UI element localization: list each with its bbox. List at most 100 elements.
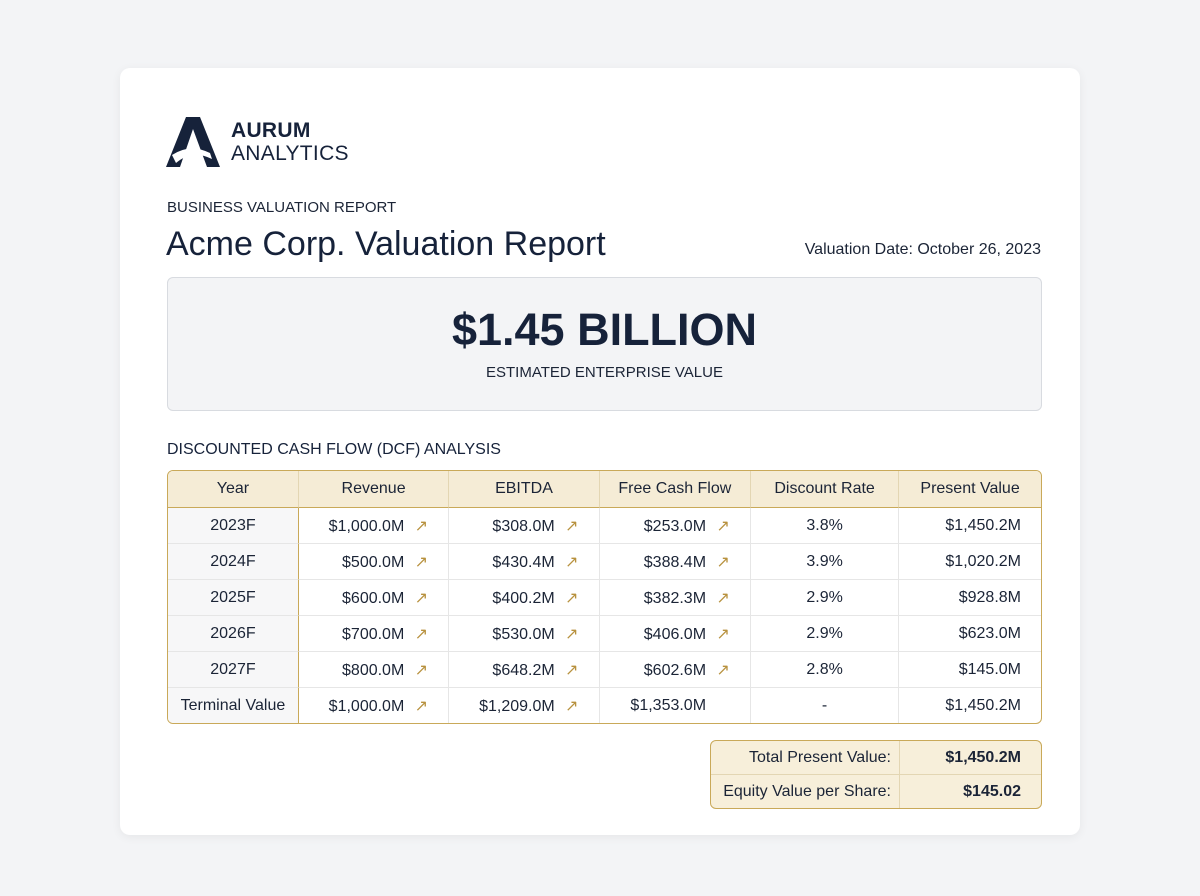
- cell-text: $928.8M: [958, 588, 1021, 606]
- cell-text: 2024F: [210, 552, 256, 570]
- cell-text: 2.9%: [806, 588, 843, 606]
- cell-text: $382.3M: [643, 589, 707, 607]
- cell-text: $648.2M: [492, 661, 555, 679]
- cell-text: $800.0M: [342, 661, 405, 679]
- cell-text: $1,353.0M: [630, 696, 707, 714]
- cell-text: $1,000.0M: [328, 517, 405, 535]
- trend-icon: ↗: [564, 517, 579, 535]
- logo-mark: [166, 117, 220, 167]
- cell-text: $430.4M: [492, 553, 555, 571]
- table-cell: $1,000.0M ↗: [298, 687, 450, 723]
- trend-icon: ↗: [716, 661, 730, 679]
- summary-label: Total Present Value:: [711, 741, 900, 774]
- cell-text: 2.9%: [806, 624, 843, 642]
- table-cell: -: [751, 687, 900, 723]
- value-box: $1.45 BILLION ESTIMATED ENTERPRISE VALUE: [167, 277, 1042, 411]
- cell-text: $530.0M: [492, 625, 555, 643]
- summary-label: Equity Value per Share:: [711, 774, 900, 808]
- cell-text: 2.8%: [806, 660, 843, 678]
- summary-row: Total Present Value: $1,450.2M: [711, 741, 1041, 774]
- trend-icon: ↗: [414, 517, 428, 535]
- cell-text: $500.0M: [342, 553, 405, 571]
- table-cell: 3.9%: [751, 543, 900, 579]
- trend-icon: ↗: [716, 589, 730, 607]
- column-header: Discount Rate: [751, 471, 900, 508]
- cell-text: $600.0M: [342, 589, 405, 607]
- trend-icon: ↗: [414, 661, 428, 679]
- section-title: DISCOUNTED CASH FLOW (DCF) ANALYSIS: [167, 441, 501, 458]
- cell-text: $406.0M: [643, 625, 707, 643]
- report-title: Acme Corp. Valuation Report: [166, 225, 606, 263]
- brand-bottom: ANALYTICS: [231, 142, 349, 165]
- cell-text: $1,450.2M: [945, 696, 1021, 714]
- cell-text: $145.0M: [958, 660, 1021, 678]
- trend-icon: ↗: [564, 625, 579, 643]
- enterprise-value-label: ESTIMATED ENTERPRISE VALUE: [486, 364, 723, 381]
- table-cell: $400.2M ↗: [449, 579, 600, 615]
- table-cell: Terminal Value: [168, 687, 299, 723]
- table-cell: $800.0M ↗: [298, 651, 450, 687]
- brand-top: AURUM: [231, 119, 311, 142]
- trend-icon: ↗: [564, 553, 579, 571]
- table-cell: $388.4M ↗: [599, 543, 752, 579]
- cell-text: $700.0M: [342, 625, 405, 643]
- cell-text: $1,209.0M: [479, 697, 555, 715]
- trend-icon: ↗: [716, 517, 730, 535]
- cell-text: $623.0M: [958, 624, 1021, 642]
- table-cell: $602.6M ↗: [599, 651, 752, 687]
- cell-text: $253.0M: [643, 517, 707, 535]
- table-cell: $600.0M ↗: [298, 579, 450, 615]
- table-cell: $1,353.0M: [599, 687, 752, 723]
- cell-text: -: [821, 696, 828, 714]
- cell-text: $388.4M: [643, 553, 707, 571]
- table-cell: $1,000.0M ↗: [299, 508, 450, 543]
- trend-icon: ↗: [716, 553, 730, 571]
- table-cell: $500.0M ↗: [298, 543, 450, 579]
- summary-value: $1,450.2M: [945, 748, 1021, 766]
- column-header: Year: [168, 471, 299, 508]
- trend-icon: ↗: [414, 697, 428, 715]
- column-header: Present Value: [899, 471, 1041, 508]
- table-cell: $1,450.2M: [899, 508, 1041, 543]
- table-cell: $928.8M: [899, 579, 1041, 615]
- table-cell: $430.4M ↗: [449, 543, 600, 579]
- dcf-table: Year Revenue EBITDA Free Cash Flow Discount …: [167, 470, 1042, 724]
- summary-table: Total Present Value: $1,450.2M Equity Valu…: [710, 740, 1042, 809]
- cell-text: 3.8%: [806, 516, 843, 534]
- table-cell: 3.8%: [751, 508, 900, 543]
- table-cell: 2025F: [168, 579, 299, 615]
- enterprise-value: $1.45 BILLION: [451, 304, 758, 355]
- table-cell: 2.8%: [751, 651, 900, 687]
- table-cell: 2027F: [168, 651, 299, 687]
- table-cell: $1,020.2M: [899, 543, 1041, 579]
- cell-text: 2023F: [210, 516, 256, 534]
- table-cell: $1,450.2M: [899, 687, 1041, 723]
- cell-text: $1,020.2M: [945, 552, 1021, 570]
- cell-text: 2025F: [210, 588, 256, 606]
- table-cell: 2.9%: [751, 579, 900, 615]
- header-row: Year Revenue EBITDA Free Cash Flow Discount …: [168, 471, 1041, 508]
- summary-value: $145.02: [900, 774, 1041, 808]
- table-cell: $1,209.0M ↗: [449, 687, 600, 723]
- column-header: Free Cash Flow: [599, 471, 752, 508]
- table-cell: $406.0M ↗: [599, 615, 752, 651]
- valuation-date: Valuation Date: October 26, 2023: [804, 241, 1041, 258]
- table-row: Terminal Value $1,000.0M ↗ $1,209.0M ↗ $1,353…: [168, 687, 1041, 723]
- cell-text: $400.2M: [492, 589, 555, 607]
- table-cell: $530.0M ↗: [449, 615, 600, 651]
- table-cell: 2023F: [168, 508, 299, 543]
- cell-text: 2027F: [210, 660, 256, 678]
- table-cell: $700.0M ↗: [298, 615, 450, 651]
- table-row: 2025F $600.0M ↗ $400.2M ↗ $382.3M ↗ 2.9% $928.8M: [168, 579, 1041, 615]
- table-cell: $382.3M ↗: [599, 579, 752, 615]
- table-row: 2027F $800.0M ↗ $648.2M ↗ $602.6M ↗ 2.8% $145.0M: [168, 651, 1041, 687]
- cell-text: $308.0M: [492, 517, 555, 535]
- trend-icon: ↗: [716, 625, 730, 643]
- cell-text: $602.6M: [643, 661, 707, 679]
- report-kicker: BUSINESS VALUATION REPORT: [167, 199, 397, 216]
- table-cell: $145.0M: [899, 651, 1041, 687]
- trend-icon: ↗: [414, 625, 428, 643]
- cell-text: 2026F: [210, 624, 256, 642]
- cell-text: $1,450.2M: [945, 516, 1021, 534]
